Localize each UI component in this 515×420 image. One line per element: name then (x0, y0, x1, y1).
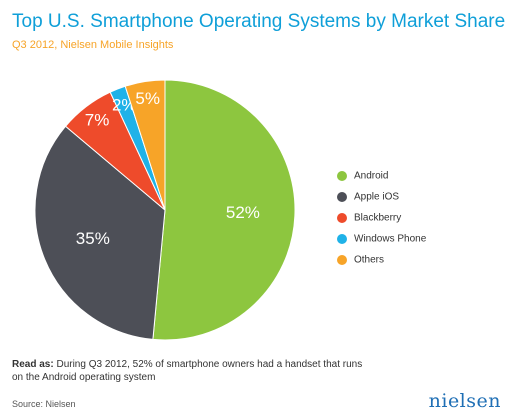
source: Source: Nielsen (12, 399, 76, 409)
data-label: 7% (85, 111, 110, 130)
pie-slice (152, 79, 296, 341)
data-label: 35% (76, 229, 110, 248)
legend-swatch (337, 234, 347, 244)
footnote-label: Read as: (12, 359, 54, 370)
legend-label: Apple iOS (354, 192, 399, 203)
legend-swatch (337, 171, 347, 181)
footnote: Read as: During Q3 2012, 52% of smartpho… (12, 358, 372, 384)
legend-swatch (337, 255, 347, 265)
legend-swatch (337, 192, 347, 202)
footnote-text: During Q3 2012, 52% of smartphone owners… (12, 359, 363, 383)
data-label: 5% (135, 89, 160, 108)
chart-title: Top U.S. Smartphone Operating Systems by… (12, 11, 505, 32)
logo: nielsen (428, 390, 501, 412)
pie-slice (34, 125, 166, 340)
chart-subtitle: Q3 2012, Nielsen Mobile Insights (12, 39, 174, 51)
legend-label: Windows Phone (354, 234, 427, 245)
legend-swatch (337, 213, 347, 223)
legend-label: Others (354, 255, 384, 266)
pie-slice (124, 79, 166, 211)
legend-label: Android (354, 171, 388, 182)
data-label: 52% (226, 203, 260, 222)
legend-label: Blackberry (354, 213, 401, 224)
